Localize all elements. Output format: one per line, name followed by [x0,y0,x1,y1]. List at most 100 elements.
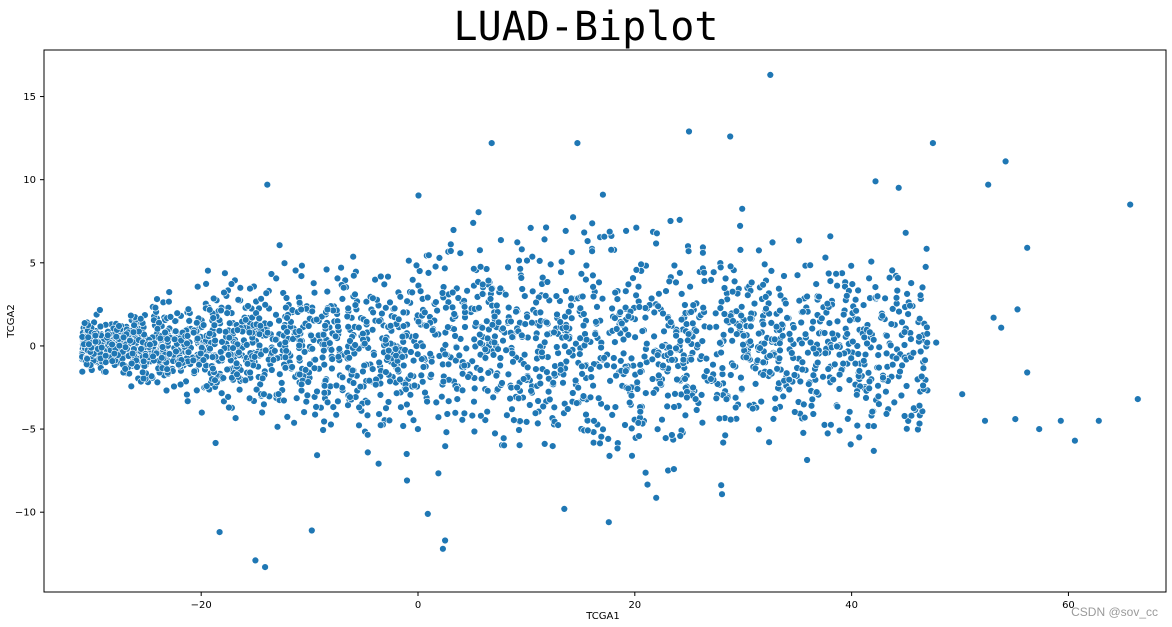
scatter-point [772,323,781,331]
scatter-point [462,344,470,353]
scatter-point [1013,305,1022,314]
scatter-point [562,287,570,295]
scatter-point [355,323,363,332]
scatter-point [96,322,105,331]
scatter-point [622,287,630,295]
scatter-point [902,382,911,390]
scatter-point [900,328,909,336]
scatter-point [491,429,499,438]
scatter-point [632,266,641,274]
scatter-point [919,381,927,390]
scatter-point [328,355,336,363]
scatter-point [377,421,385,429]
scatter-point [176,380,185,389]
scatter-point [888,305,897,313]
scatter-point [636,408,644,416]
scatter-point [412,261,421,270]
scatter-point [621,421,629,429]
scatter-point [700,269,708,277]
scatter-point [567,301,575,310]
scatter-point [574,384,582,392]
scatter-point [523,363,532,372]
scatter-point [921,356,929,364]
scatter-point [478,324,486,332]
scatter-point [681,411,690,419]
scatter-point [883,332,891,340]
scatter-point [263,329,272,337]
scatter-point [412,332,420,340]
scatter-point [882,410,891,418]
scatter-point [751,364,760,373]
scatter-point [512,308,520,316]
scatter-point [1023,368,1031,377]
scatter-point [776,346,784,355]
scatter-point [115,322,123,330]
scatter-point [865,377,874,386]
scatter-point [917,372,926,381]
scatter-point [638,327,647,335]
scatter-point [845,408,854,416]
scatter-point [195,361,203,369]
scatter-point [643,340,651,348]
scatter-point [363,398,372,407]
scatter-point [679,356,688,364]
scatter-point [635,432,643,440]
scatter-point [564,308,573,316]
scatter-point [636,368,644,376]
scatter-point [778,332,787,340]
scatter-point [751,380,760,388]
scatter-point [101,352,110,360]
scatter-point [590,417,598,425]
scatter-point [603,361,611,369]
scatter-point [414,425,422,433]
scatter-point [873,292,882,300]
scatter-point [278,379,286,387]
scatter-point [712,394,720,402]
scatter-point [677,290,686,298]
scatter-point [233,326,242,334]
scatter-point [128,349,137,358]
scatter-point [568,248,576,256]
scatter-point [130,321,138,329]
scatter-point [900,341,909,349]
scatter-point [153,295,161,303]
scatter-point [481,354,490,362]
scatter-point [915,402,924,410]
scatter-point [578,370,586,378]
scatter-point [193,319,201,327]
scatter-point [127,311,135,320]
scatter-point [624,331,632,339]
scatter-point [91,338,100,346]
scatter-point [472,319,480,327]
scatter-point [190,328,198,337]
scatter-point [403,297,411,305]
scatter-point [272,311,280,319]
scatter-point [410,381,419,390]
scatter-point [628,452,636,460]
scatter-point [798,365,806,374]
scatter-point [1011,415,1019,423]
scatter-point [307,331,315,340]
scatter-point [823,429,832,438]
scatter-point [392,345,400,353]
scatter-point [494,318,503,326]
scatter-point [412,342,421,350]
scatter-point [853,342,861,350]
scatter-point [737,373,745,382]
scatter-point [540,338,549,346]
scatter-point [439,377,448,386]
scatter-point [692,327,700,335]
scatter-point [476,263,485,271]
scatter-point [887,320,896,328]
scatter-point [496,354,505,362]
scatter-point [870,422,878,430]
scatter-point [540,235,549,244]
scatter-point [441,442,449,450]
scatter-point [290,419,298,427]
scatter-point [399,422,407,430]
scatter-point [434,413,443,421]
scatter-point [739,332,748,340]
scatter-point [245,328,254,337]
scatter-point [526,401,534,409]
